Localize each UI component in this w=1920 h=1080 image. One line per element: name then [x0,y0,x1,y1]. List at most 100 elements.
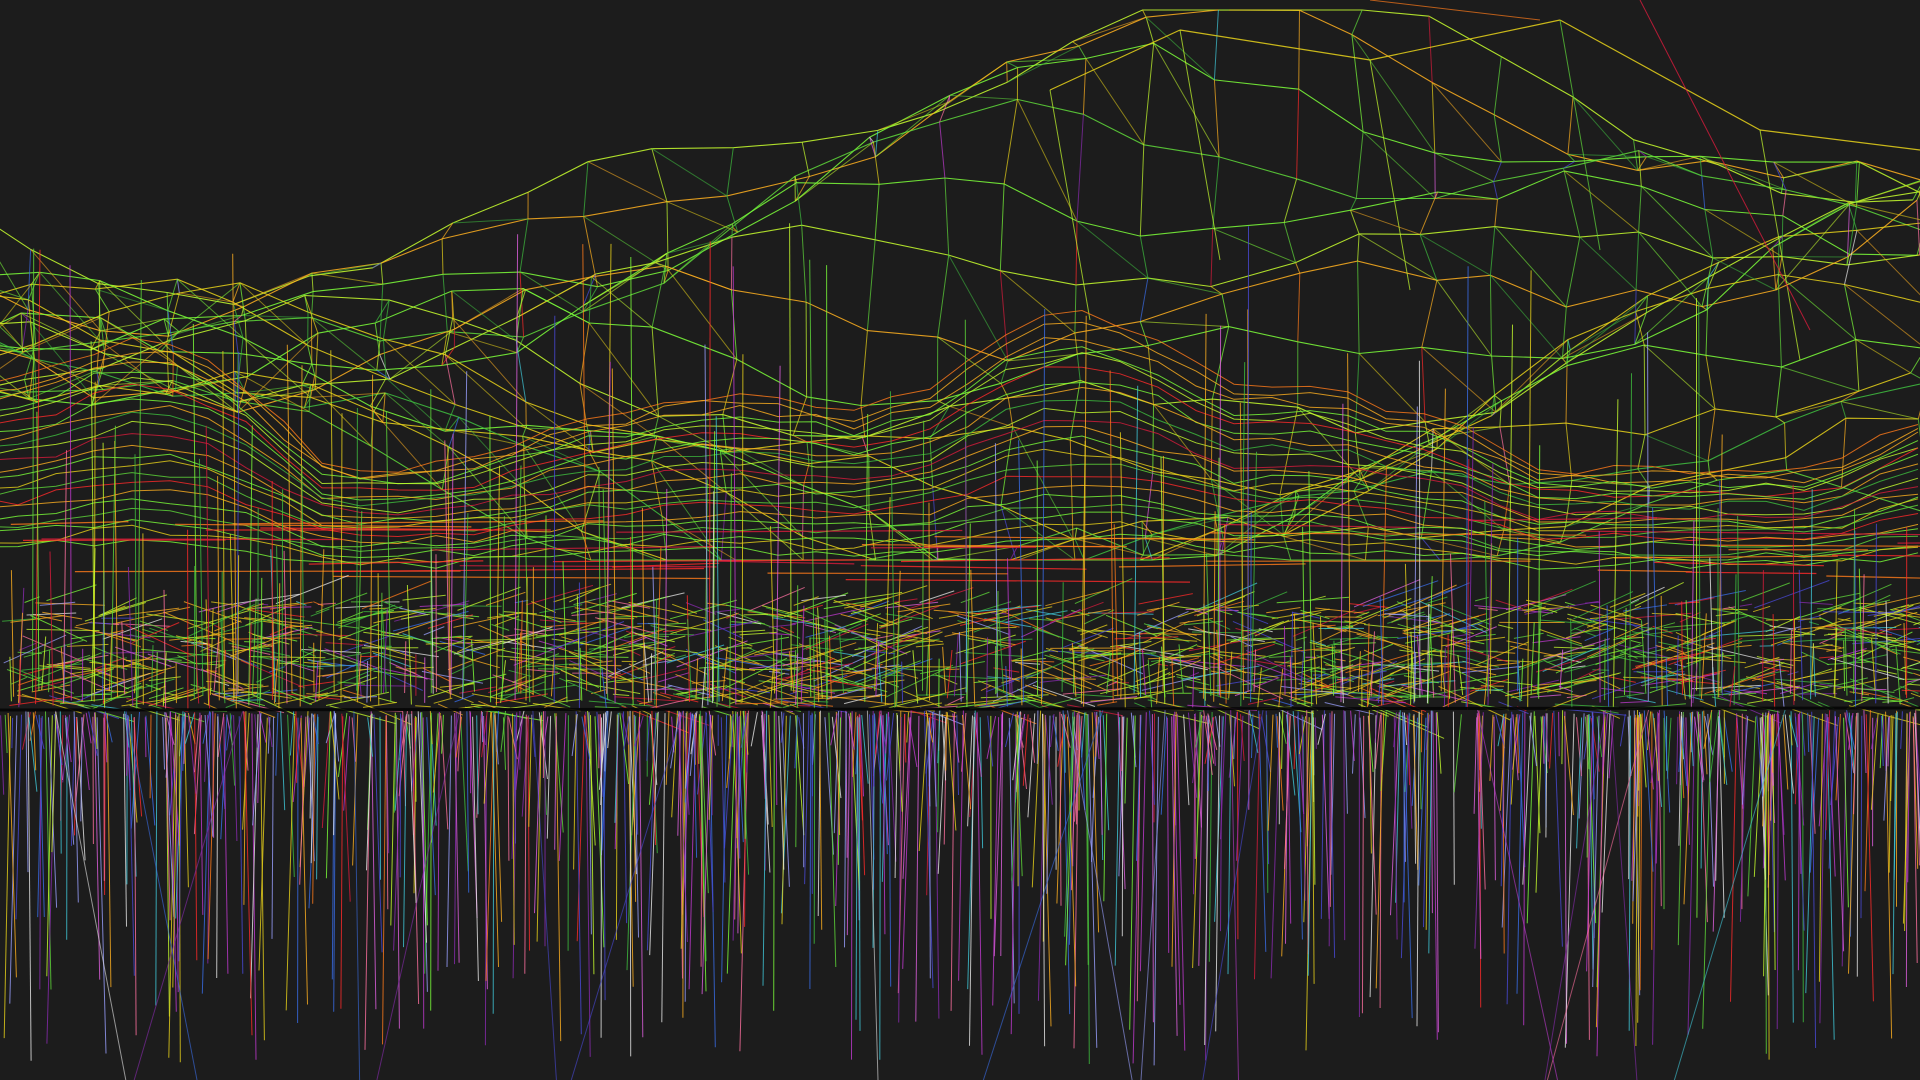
spike-up [1690,520,1695,709]
spike-up [655,547,662,709]
spike-down [1220,716,1223,932]
band-segment [707,602,728,606]
band-segment [141,635,216,640]
band-segment [636,700,710,726]
far-mesh-diagonal [516,276,592,319]
spike-up [686,595,690,702]
long-diagonal [376,709,461,1080]
spike-down [1824,717,1828,840]
band-segment [1558,685,1573,693]
far-mesh-edge [588,430,591,451]
spike-down [1848,712,1855,774]
far-mesh-edge [1633,139,1639,171]
spike-down [1517,713,1526,868]
far-mesh-edge [1210,286,1223,295]
band-segment [612,693,630,696]
far-mesh-edge [1212,156,1220,229]
spike-down [1753,712,1764,877]
far-mesh-edge [1076,114,1084,222]
spike-up [525,577,528,701]
band-segment [1542,638,1610,660]
band-segment [664,622,687,625]
far-mesh-edge [1490,395,1495,416]
band-segment [675,654,687,659]
band-segment [275,574,349,605]
spike-down [1637,714,1642,1023]
spike-up [1418,360,1421,698]
spike-up [49,551,54,706]
band-segment [1182,665,1260,680]
spike-down [1359,717,1366,819]
spike-down [285,715,296,1011]
far-mesh-edge [523,445,525,489]
band-segment [1045,589,1110,607]
sky-edge [1369,19,1561,61]
spike-down [1628,710,1630,880]
spike-down [1639,713,1643,991]
band-segment [1189,672,1200,677]
spike-down [1062,710,1071,1015]
spike-down [1512,714,1519,781]
far-mesh-edge [651,460,663,517]
spike-up [318,549,325,700]
band-segment [733,611,801,639]
band-segment [1152,617,1202,642]
spike-down [1027,713,1036,818]
band-segment [716,657,790,671]
band-segment [553,583,612,603]
far-mesh-edge [588,276,592,324]
spike-up [1885,601,1889,704]
spike-up [901,661,904,704]
spike-down [1183,714,1190,806]
spike-down [1602,714,1608,775]
far-mesh-edge [651,148,668,202]
band-segment [1539,628,1582,645]
spike-up [1604,638,1606,701]
spike-down [1019,716,1026,750]
spike-down [1194,713,1202,828]
band-segment [983,606,1053,622]
spike-up [1429,613,1434,691]
spike-up [370,374,374,702]
far-mesh-edge [1428,16,1433,83]
band-segment [471,693,527,705]
far-mesh-edge [34,358,38,402]
band-segment [964,652,1024,657]
spike-down [1770,715,1774,773]
band-segment [1800,651,1830,666]
spike-down [646,712,657,951]
spike-down [1619,714,1626,747]
spike-down [481,709,488,758]
far-mesh-edge [1355,131,1364,199]
band-segment [1377,680,1395,687]
spike-down [1149,710,1155,805]
sky-edge [1179,29,1371,61]
long-diagonal [1673,709,1786,1080]
band-segment [1640,676,1720,685]
far-mesh-diagonal [1638,231,1703,307]
band-segment [1667,689,1704,701]
band-segment [1364,624,1410,630]
far-mesh-edge [165,393,173,397]
spike-up [1320,616,1323,693]
band-segment [60,672,96,686]
spike-down [1281,710,1284,769]
band-segment [649,656,672,661]
far-mesh-diagonal [1637,155,1701,171]
band-segment [190,642,236,660]
band-segment [160,688,195,700]
far-mesh-edge [1283,222,1297,263]
spike-up [1676,635,1679,695]
band-segment [1641,659,1702,687]
spike-up [1858,568,1864,696]
band-segment [1506,640,1528,646]
spike-down [621,713,630,745]
far-mesh-diagonal [0,375,30,400]
spike-down [721,715,728,983]
spike-up [1468,426,1474,701]
band-segment [1627,655,1671,659]
spike-up [809,259,815,710]
spike-down [1767,713,1770,1060]
